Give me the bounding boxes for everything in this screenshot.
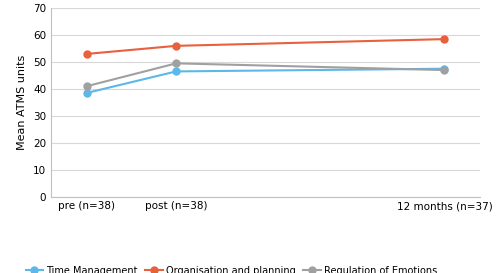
Line: Time Management: Time Management	[84, 65, 448, 96]
Line: Regulation of Emotions: Regulation of Emotions	[84, 60, 448, 90]
Legend: Time Management, Organisation and planning, Regulation of Emotions: Time Management, Organisation and planni…	[22, 262, 441, 273]
Regulation of Emotions	[84, 85, 89, 88]
Regulation of Emotions	[442, 69, 448, 72]
Regulation of Emotions	[173, 62, 179, 65]
Time Management	[442, 67, 448, 70]
Organisation and planning	[84, 52, 89, 56]
Y-axis label: Mean ATMS units: Mean ATMS units	[18, 55, 28, 150]
Line: Organisation and planning: Organisation and planning	[84, 36, 448, 57]
Time Management	[84, 91, 89, 94]
Organisation and planning	[173, 44, 179, 48]
Organisation and planning	[442, 37, 448, 41]
Time Management	[173, 70, 179, 73]
